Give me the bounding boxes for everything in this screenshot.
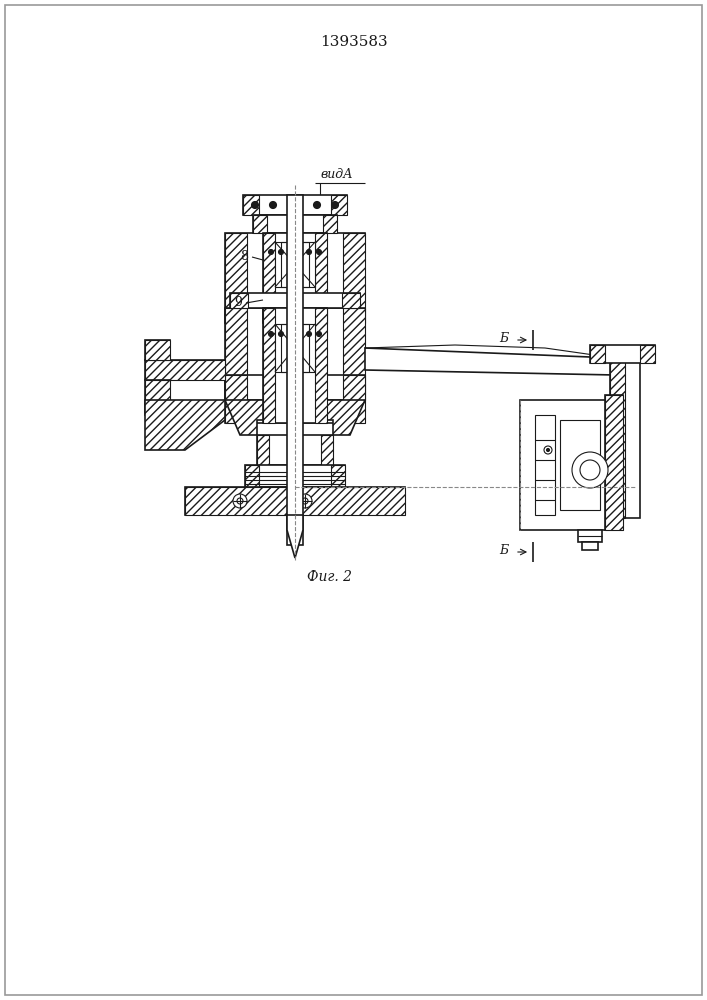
Bar bbox=[560, 420, 600, 510]
Circle shape bbox=[298, 494, 312, 508]
Bar bbox=[225, 308, 365, 423]
Bar bbox=[610, 358, 625, 518]
Bar bbox=[245, 465, 259, 487]
Bar bbox=[185, 487, 405, 515]
Bar bbox=[281, 242, 309, 287]
Bar bbox=[343, 233, 365, 323]
Bar bbox=[640, 345, 655, 363]
Bar bbox=[275, 242, 315, 287]
Bar bbox=[323, 215, 337, 233]
Bar bbox=[331, 195, 347, 215]
Bar bbox=[257, 435, 333, 465]
Bar bbox=[243, 195, 259, 215]
Bar bbox=[582, 542, 598, 550]
Bar bbox=[257, 435, 269, 465]
Text: Фиг. 2: Фиг. 2 bbox=[308, 570, 353, 584]
Bar bbox=[343, 375, 365, 400]
Bar bbox=[145, 340, 170, 360]
Polygon shape bbox=[225, 400, 365, 435]
Bar bbox=[331, 465, 345, 487]
Bar bbox=[342, 293, 360, 308]
Circle shape bbox=[317, 332, 322, 336]
Bar bbox=[253, 215, 267, 233]
Bar bbox=[145, 380, 170, 415]
Circle shape bbox=[252, 202, 259, 209]
Bar bbox=[605, 395, 623, 530]
Bar bbox=[321, 435, 333, 465]
Bar bbox=[253, 215, 337, 233]
Text: 1393583: 1393583 bbox=[320, 35, 388, 49]
Bar bbox=[578, 530, 602, 542]
Circle shape bbox=[279, 332, 284, 336]
Bar bbox=[263, 233, 275, 323]
Bar bbox=[145, 380, 170, 415]
Polygon shape bbox=[145, 400, 225, 450]
Bar bbox=[520, 400, 610, 530]
Bar bbox=[263, 233, 327, 323]
Circle shape bbox=[269, 332, 274, 336]
Bar bbox=[281, 324, 309, 372]
Bar bbox=[275, 324, 315, 372]
Bar bbox=[610, 358, 640, 518]
Bar bbox=[243, 195, 347, 215]
Circle shape bbox=[307, 332, 312, 336]
Bar bbox=[590, 345, 605, 363]
Circle shape bbox=[269, 249, 274, 254]
Bar bbox=[343, 308, 365, 423]
Circle shape bbox=[317, 249, 322, 254]
Bar bbox=[185, 487, 405, 515]
Bar bbox=[230, 293, 360, 308]
Circle shape bbox=[313, 202, 320, 209]
Circle shape bbox=[307, 249, 312, 254]
Polygon shape bbox=[365, 348, 615, 375]
Circle shape bbox=[233, 494, 247, 508]
Bar bbox=[315, 233, 327, 323]
Bar bbox=[145, 360, 225, 380]
Bar bbox=[287, 195, 303, 545]
Bar bbox=[315, 308, 327, 423]
Bar bbox=[605, 395, 623, 530]
Bar bbox=[263, 308, 275, 423]
Text: видА: видА bbox=[320, 168, 353, 182]
Bar bbox=[145, 360, 225, 380]
Circle shape bbox=[279, 249, 284, 254]
Bar bbox=[145, 340, 170, 360]
Text: Б: Б bbox=[499, 332, 508, 344]
Circle shape bbox=[572, 452, 608, 488]
Text: Б: Б bbox=[499, 544, 508, 556]
Bar bbox=[535, 415, 555, 515]
Circle shape bbox=[269, 202, 276, 209]
Bar bbox=[263, 308, 327, 423]
Bar bbox=[225, 233, 247, 323]
Bar bbox=[590, 345, 655, 363]
Bar bbox=[245, 465, 345, 487]
Text: 8: 8 bbox=[240, 250, 248, 263]
Circle shape bbox=[547, 448, 549, 452]
Bar bbox=[230, 293, 248, 308]
Circle shape bbox=[332, 202, 339, 209]
Bar bbox=[225, 233, 365, 323]
Polygon shape bbox=[287, 515, 303, 558]
Bar bbox=[225, 375, 247, 400]
Bar bbox=[225, 308, 247, 423]
Bar bbox=[225, 375, 365, 400]
Text: 9: 9 bbox=[234, 296, 242, 310]
